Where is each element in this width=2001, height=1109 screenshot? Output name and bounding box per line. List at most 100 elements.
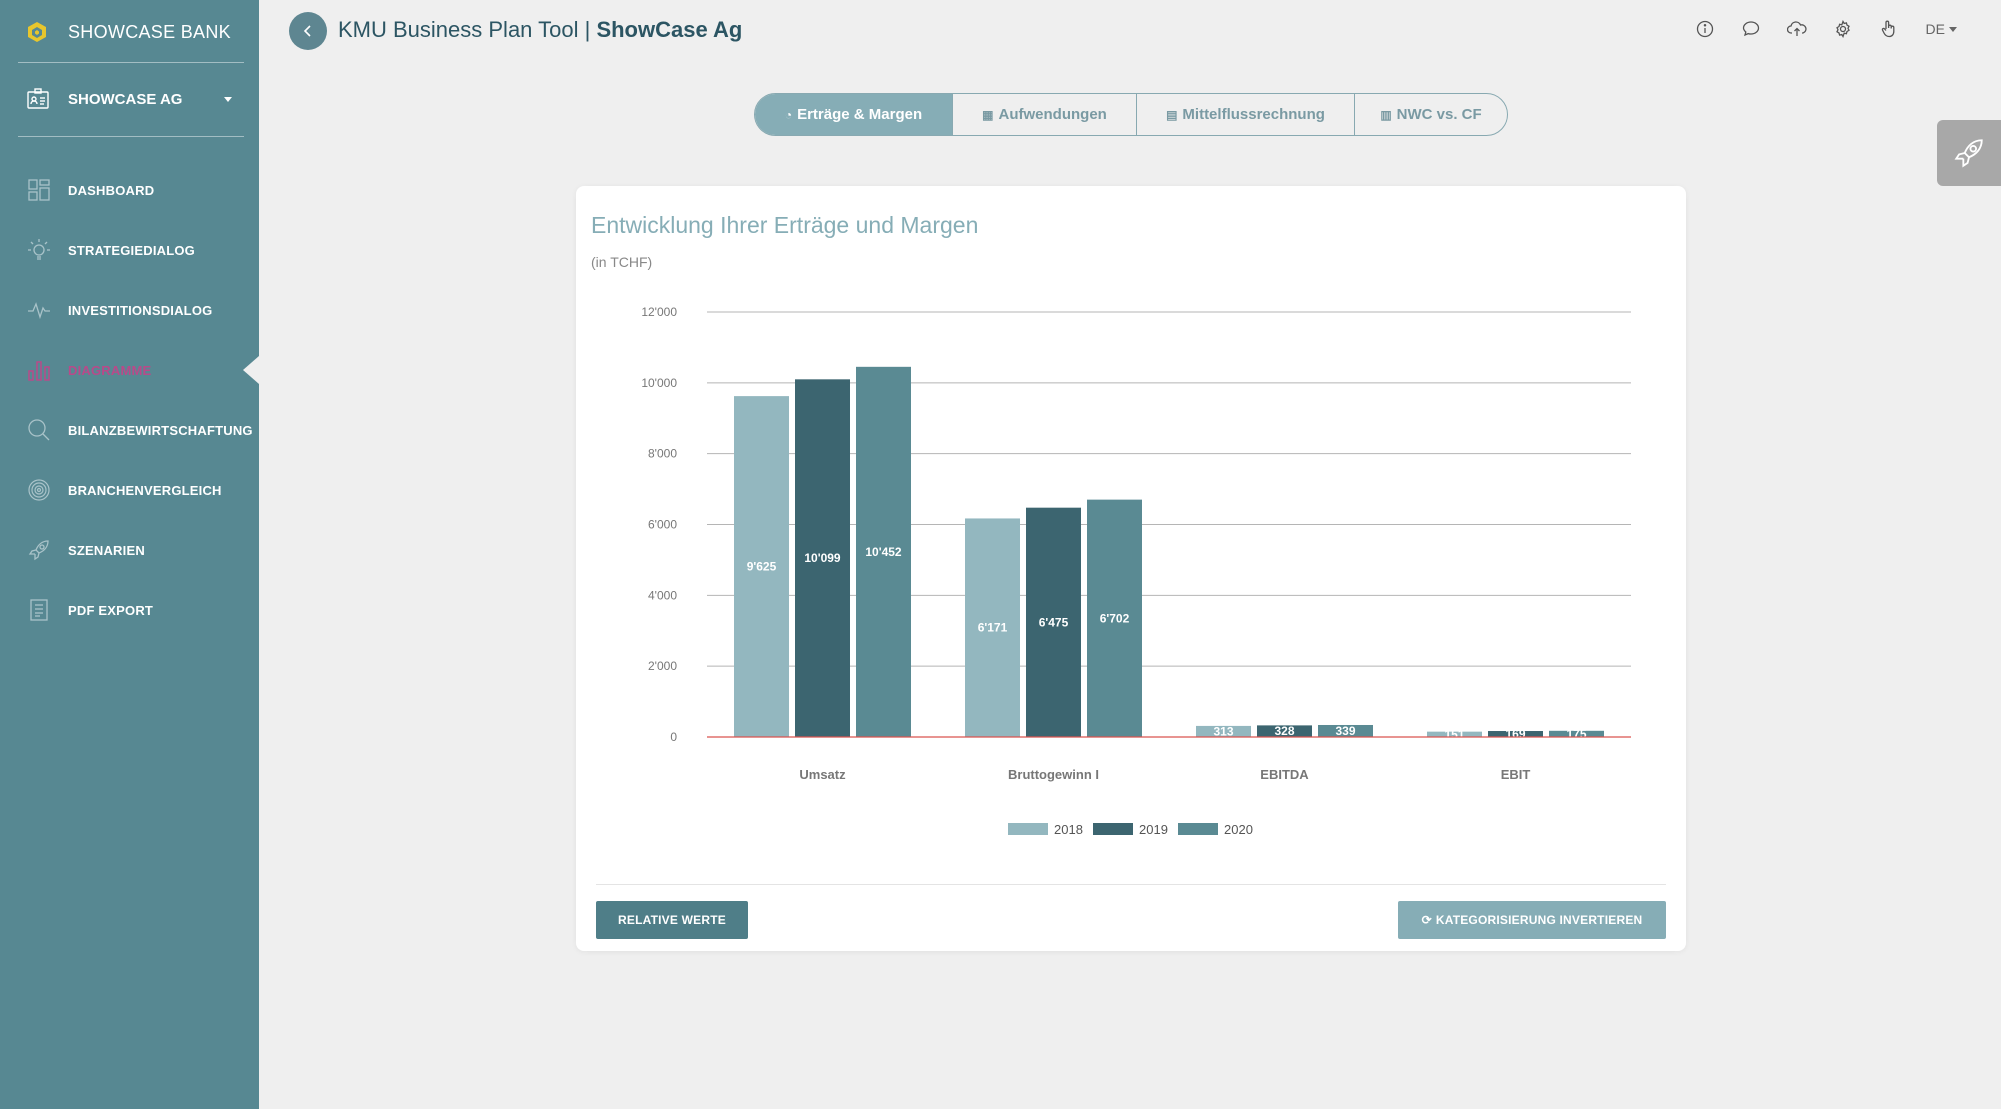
tab-label: Erträge & Margen bbox=[797, 106, 923, 123]
y-tick-label: 0 bbox=[670, 730, 677, 744]
card-divider bbox=[596, 884, 1666, 885]
data-label: 169 bbox=[1505, 727, 1525, 741]
y-tick-label: 2'000 bbox=[648, 659, 677, 673]
tab-mittelflussrechnung[interactable]: ▤ Mittelflussrechnung bbox=[1136, 94, 1354, 135]
tab-ertraege-margen[interactable]: ◔ Erträge & Margen bbox=[755, 94, 952, 135]
bar bbox=[734, 396, 789, 737]
bar-chart-icon bbox=[26, 357, 52, 383]
sidebar-item-szenarien[interactable]: SZENARIEN bbox=[0, 520, 259, 580]
data-label: 6'475 bbox=[1039, 615, 1069, 629]
data-label: 175 bbox=[1566, 727, 1586, 741]
data-label: 6'702 bbox=[1100, 611, 1130, 625]
bar bbox=[965, 518, 1020, 737]
title-company: ShowCase Ag bbox=[596, 17, 743, 42]
bar bbox=[795, 379, 850, 737]
tab-aufwendungen[interactable]: ▦ Aufwendungen bbox=[952, 94, 1136, 135]
back-button[interactable] bbox=[289, 12, 327, 50]
legend-label: 2020 bbox=[1224, 822, 1253, 837]
company-selector[interactable]: SHOWCASE AG bbox=[26, 84, 232, 114]
chevron-down-icon bbox=[224, 96, 232, 102]
header-actions: DE bbox=[1670, 18, 2001, 40]
sidebar-item-diagramme[interactable]: DIAGRAMME bbox=[0, 340, 259, 400]
data-label: 313 bbox=[1213, 724, 1233, 738]
sidebar-item-label: INVESTITIONSDIALOG bbox=[68, 302, 213, 318]
sidebar-divider bbox=[18, 62, 244, 63]
brand-name: SHOWCASE BANK bbox=[68, 21, 231, 42]
table-icon: ▦ bbox=[982, 107, 994, 122]
tab-label: Aufwendungen bbox=[998, 106, 1107, 123]
sidebar-item-dashboard[interactable]: DASHBOARD bbox=[0, 160, 259, 220]
title-prefix: KMU Business Plan Tool | bbox=[338, 17, 597, 42]
document-icon bbox=[26, 597, 52, 623]
company-name: SHOWCASE AG bbox=[68, 90, 183, 108]
data-label: 151 bbox=[1444, 727, 1464, 741]
info-icon[interactable] bbox=[1694, 18, 1716, 40]
chart-subtitle: (in TCHF) bbox=[591, 254, 653, 270]
data-label: 328 bbox=[1274, 724, 1294, 738]
y-tick-label: 8'000 bbox=[648, 447, 677, 461]
sidebar-item-label: BILANZBEWIRTSCHAFTUNG bbox=[68, 422, 253, 438]
active-indicator bbox=[243, 356, 259, 384]
invert-categorization-button[interactable]: ⟳ KATEGORISIERUNG INVERTIEREN bbox=[1398, 901, 1666, 939]
bar bbox=[856, 366, 911, 737]
fingerprint-icon bbox=[26, 477, 52, 503]
refresh-icon: ⟳ bbox=[1421, 913, 1432, 927]
tab-label: NWC vs. CF bbox=[1396, 106, 1482, 123]
bar bbox=[1427, 731, 1482, 737]
header: KMU Business Plan Tool | ShowCase Ag DE bbox=[259, 0, 2001, 62]
data-label: 10'452 bbox=[865, 545, 902, 559]
sidebar-item-label: SZENARIEN bbox=[68, 542, 145, 558]
brand[interactable]: SHOWCASE BANK bbox=[26, 18, 231, 46]
rocket-icon bbox=[1954, 139, 1983, 168]
sidebar-item-bilanzbewirtschaftung[interactable]: BILANZBEWIRTSCHAFTUNG bbox=[0, 400, 259, 460]
relative-values-button[interactable]: RELATIVE WERTE bbox=[596, 901, 748, 939]
tab-nwc-vs-cf[interactable]: ▥ NWC vs. CF bbox=[1354, 94, 1507, 135]
bar bbox=[1488, 731, 1543, 737]
x-tick-label: Umsatz bbox=[799, 767, 846, 782]
data-label: 10'099 bbox=[804, 551, 841, 565]
sidebar-item-label: BRANCHENVERGLEICH bbox=[68, 482, 222, 498]
invert-button-label: KATEGORISIERUNG INVERTIEREN bbox=[1435, 913, 1643, 927]
dashboard-icon bbox=[26, 177, 52, 203]
sidebar-item-label: PDF EXPORT bbox=[68, 602, 154, 618]
bar-chart: 0 2'000 4'000 6'000 8'000 10'000 12'000 9'625 10… bbox=[641, 305, 1631, 837]
language-label: DE bbox=[1925, 21, 1945, 37]
caret-down-icon bbox=[1949, 26, 1957, 32]
bar bbox=[1257, 725, 1312, 737]
bar bbox=[1549, 730, 1604, 737]
language-selector[interactable]: DE bbox=[1926, 21, 1957, 37]
chat-icon[interactable] bbox=[1740, 18, 1762, 40]
sidebar-item-investitionsdialog[interactable]: INVESTITIONSDIALOG bbox=[0, 280, 259, 340]
chevron-left-icon bbox=[303, 25, 311, 37]
y-tick-label: 12'000 bbox=[641, 305, 677, 319]
money-icon: ▤ bbox=[1166, 107, 1178, 122]
bar bbox=[1087, 499, 1142, 737]
pulse-icon bbox=[26, 297, 52, 323]
hand-pointer-icon[interactable] bbox=[1878, 18, 1900, 40]
chart-tabs: ◔ Erträge & Margen ▦ Aufwendungen ▤ Mittelf… bbox=[754, 93, 1508, 136]
legend-label: 2018 bbox=[1054, 822, 1083, 837]
y-tick-label: 10'000 bbox=[641, 376, 677, 390]
x-tick-label: EBIT bbox=[1501, 767, 1531, 782]
legend-swatch bbox=[1178, 823, 1218, 835]
list-icon: ▥ bbox=[1380, 107, 1392, 122]
sidebar-item-strategiedialog[interactable]: STRATEGIEDIALOG bbox=[0, 220, 259, 280]
id-card-icon bbox=[27, 88, 49, 109]
sidebar-item-branchenvergleich[interactable]: BRANCHENVERGLEICH bbox=[0, 460, 259, 520]
legend-swatch bbox=[1008, 823, 1048, 835]
bar bbox=[1026, 507, 1081, 737]
scenario-rocket-button[interactable] bbox=[1937, 120, 2001, 186]
sidebar-nav: DASHBOARD STRATEGIEDIALOG INVESTITIONSDI… bbox=[0, 160, 259, 640]
chart-title: Entwicklung Ihrer Erträge und Margen bbox=[591, 212, 979, 238]
cloud-upload-icon[interactable] bbox=[1786, 18, 1808, 40]
page-title: KMU Business Plan Tool | ShowCase Ag bbox=[338, 17, 742, 43]
data-label: 6'171 bbox=[978, 621, 1008, 635]
sidebar-item-pdf-export[interactable]: PDF EXPORT bbox=[0, 580, 259, 640]
settings-icon[interactable] bbox=[1832, 18, 1854, 40]
rocket-icon bbox=[26, 537, 52, 563]
sidebar-item-label: STRATEGIEDIALOG bbox=[68, 242, 195, 258]
bar bbox=[1196, 725, 1251, 737]
sidebar-item-label: DASHBOARD bbox=[68, 182, 155, 198]
magnifier-icon bbox=[26, 417, 52, 443]
sidebar: SHOWCASE BANK SHOWCASE AG DASHBOARD STRA bbox=[0, 0, 259, 1109]
